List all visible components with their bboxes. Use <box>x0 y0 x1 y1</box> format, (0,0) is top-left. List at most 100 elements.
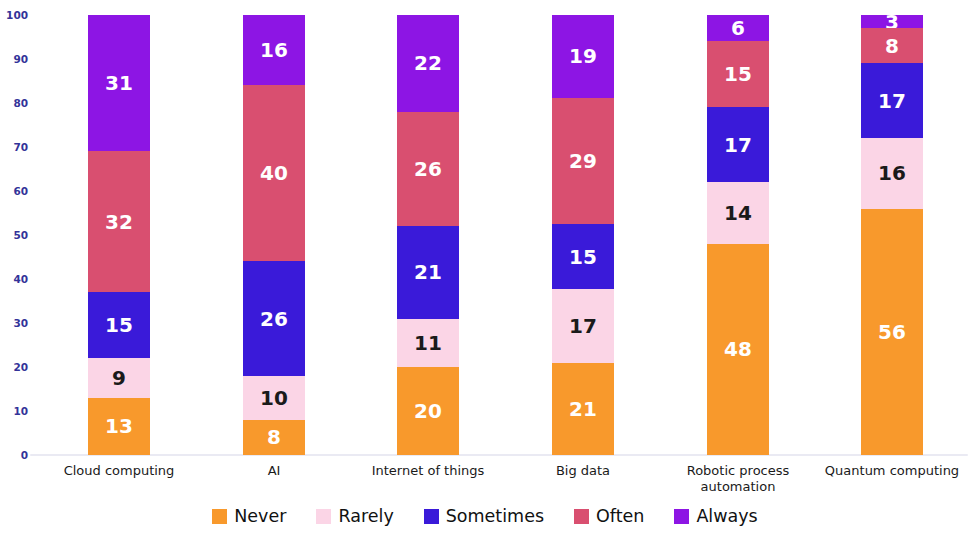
bar-ai: 16 40 26 10 8 <box>243 15 305 455</box>
bar-segment-often: 26 <box>397 112 459 226</box>
segment-value-label: 15 <box>724 64 752 84</box>
category-label: AI <box>197 463 351 479</box>
bar-segment-often: 40 <box>243 85 305 261</box>
segment-value-label: 9 <box>112 368 126 388</box>
bar-segment-always: 3 <box>861 15 923 28</box>
legend-swatch-icon <box>316 509 331 524</box>
segment-value-label: 10 <box>260 388 288 408</box>
bar-segment-sometimes: 17 <box>707 107 769 182</box>
bar-quantum-computing: 3 8 17 16 56 <box>861 15 923 455</box>
segment-value-label: 19 <box>569 46 597 66</box>
segment-value-label: 48 <box>724 339 752 359</box>
segment-value-label: 15 <box>105 315 133 335</box>
segment-value-label: 17 <box>878 91 906 111</box>
legend-swatch-icon <box>212 509 227 524</box>
bar-segment-never: 13 <box>88 398 150 455</box>
y-axis-tick-label: 0 <box>0 448 28 462</box>
bar-segment-never: 8 <box>243 420 305 455</box>
legend-item-rarely: Rarely <box>316 506 393 526</box>
segment-value-label: 14 <box>724 203 752 223</box>
y-axis-tick-label: 20 <box>0 360 28 374</box>
segment-value-label: 8 <box>267 427 281 447</box>
bar-segment-rarely: 11 <box>397 319 459 367</box>
bar-segment-rarely: 14 <box>707 182 769 244</box>
legend-item-never: Never <box>212 506 286 526</box>
bar-segment-always: 16 <box>243 15 305 85</box>
segment-value-label: 40 <box>260 163 288 183</box>
bar-internet-of-things: 22 26 21 11 20 <box>397 15 459 455</box>
legend-item-always: Always <box>674 506 757 526</box>
legend-label: Never <box>234 506 286 526</box>
bar-segment-often: 32 <box>88 151 150 292</box>
category-label: Big data <box>506 463 660 479</box>
segment-value-label: 32 <box>105 212 133 232</box>
bar-segment-always: 19 <box>552 15 614 98</box>
category-label: Quantum computing <box>815 463 969 479</box>
legend-label: Sometimes <box>446 506 544 526</box>
segment-value-label: 13 <box>105 416 133 436</box>
x-axis-baseline <box>30 454 968 456</box>
y-axis-tick-label: 30 <box>0 316 28 330</box>
segment-value-label: 20 <box>414 401 442 421</box>
segment-value-label: 8 <box>885 36 899 56</box>
bar-segment-never: 21 <box>552 363 614 454</box>
segment-value-label: 21 <box>414 262 442 282</box>
legend-item-often: Often <box>574 506 644 526</box>
y-axis-tick-label: 50 <box>0 228 28 242</box>
bar-segment-rarely: 17 <box>552 289 614 363</box>
y-axis-tick-label: 80 <box>0 96 28 110</box>
bar-segment-always: 22 <box>397 15 459 112</box>
bar-segment-always: 6 <box>707 15 769 41</box>
legend-label: Always <box>696 506 757 526</box>
bar-segment-rarely: 9 <box>88 358 150 398</box>
legend-swatch-icon <box>674 509 689 524</box>
stacked-bar-chart: 0 10 20 30 40 50 60 70 80 90 100 31 32 15 9 13 16 40 26 10… <box>0 0 970 540</box>
bar-segment-sometimes: 26 <box>243 261 305 375</box>
segment-value-label: 17 <box>724 135 752 155</box>
segment-value-label: 21 <box>569 399 597 419</box>
bar-big-data: 19 29 15 17 21 <box>552 15 614 455</box>
segment-value-label: 6 <box>731 18 745 38</box>
segment-value-label: 16 <box>260 40 288 60</box>
segment-value-label: 16 <box>878 163 906 183</box>
bar-segment-never: 20 <box>397 367 459 455</box>
segment-value-label: 26 <box>260 309 288 329</box>
y-axis-tick-label: 90 <box>0 52 28 66</box>
bar-cloud-computing: 31 32 15 9 13 <box>88 15 150 455</box>
bar-segment-sometimes: 15 <box>552 224 614 289</box>
bar-segment-never: 56 <box>861 209 923 455</box>
legend-swatch-icon <box>574 509 589 524</box>
bar-robotic-process-automation: 6 15 17 14 48 <box>707 15 769 455</box>
bar-segment-often: 8 <box>861 28 923 63</box>
category-label: Cloud computing <box>42 463 196 479</box>
y-axis-tick-label: 60 <box>0 184 28 198</box>
segment-value-label: 29 <box>569 151 597 171</box>
y-axis-tick-label: 40 <box>0 272 28 286</box>
legend-label: Rarely <box>338 506 393 526</box>
y-axis-tick-label: 10 <box>0 404 28 418</box>
legend-item-sometimes: Sometimes <box>424 506 544 526</box>
segment-value-label: 17 <box>569 316 597 336</box>
segment-value-label: 31 <box>105 73 133 93</box>
bar-segment-sometimes: 15 <box>88 292 150 358</box>
bar-segment-often: 15 <box>707 41 769 107</box>
legend-swatch-icon <box>424 509 439 524</box>
segment-value-label: 26 <box>414 159 442 179</box>
y-axis-tick-label: 100 <box>0 8 28 22</box>
category-label: Internet of things <box>351 463 505 479</box>
bar-segment-rarely: 10 <box>243 376 305 420</box>
bar-segment-often: 29 <box>552 98 614 224</box>
bar-segment-always: 31 <box>88 15 150 151</box>
category-label: Robotic process automation <box>661 463 815 495</box>
bar-segment-rarely: 16 <box>861 138 923 208</box>
segment-value-label: 15 <box>569 247 597 267</box>
bar-segment-sometimes: 21 <box>397 226 459 318</box>
bar-segment-never: 48 <box>707 244 769 455</box>
segment-value-label: 56 <box>878 322 906 342</box>
bar-segment-sometimes: 17 <box>861 63 923 138</box>
chart-legend: Never Rarely Sometimes Often Always <box>0 506 970 526</box>
segment-value-label: 11 <box>414 333 442 353</box>
legend-label: Often <box>596 506 644 526</box>
segment-value-label: 22 <box>414 53 442 73</box>
y-axis-tick-label: 70 <box>0 140 28 154</box>
